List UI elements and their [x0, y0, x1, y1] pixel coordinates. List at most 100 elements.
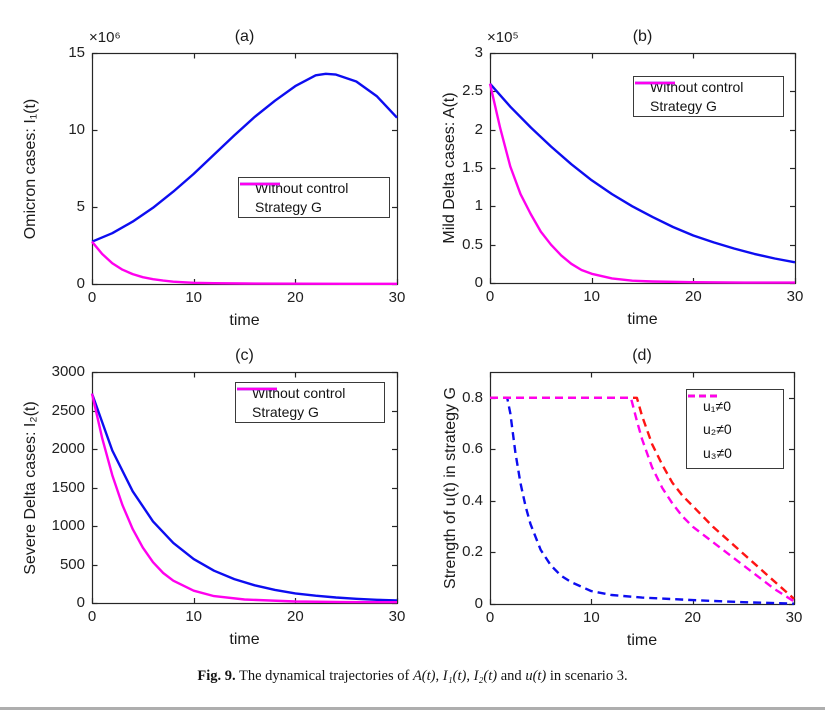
y-tick-label: 1000 [51, 517, 85, 534]
y-tick-label: 2.5 [462, 82, 483, 100]
legend: Without control Strategy G [235, 382, 385, 423]
subplot-title: (b) [632, 28, 653, 45]
caption-segment: u(t) [525, 668, 547, 684]
legend-label: Strategy G [650, 97, 717, 114]
y-tick-label: 0 [474, 274, 483, 291]
axes-frame [489, 371, 796, 606]
y-tick-label: 0.6 [462, 440, 483, 458]
caption-segment: The dynamical trajectories of [235, 668, 413, 684]
y-tick-label: 0.8 [462, 388, 483, 406]
y-tick-label: 2500 [51, 401, 85, 419]
x-tick-label: 30 [786, 288, 804, 305]
y-exponent-label: ×10⁵ [487, 29, 519, 46]
x-tick-label: 0 [87, 608, 97, 625]
caption-segment: , [435, 668, 443, 684]
y-tick-label: 0.5 [462, 235, 483, 253]
series-strategy-g [91, 240, 397, 285]
x-tick-label: 20 [684, 288, 702, 305]
x-tick-label: 30 [388, 289, 406, 306]
plot-area-d [489, 371, 796, 606]
series-without-control [489, 82, 796, 264]
subplot-title: (c) [235, 347, 254, 364]
caption-segment: A(t) [412, 668, 436, 684]
subplot-d: (d) Strength of u(t) in strategy G time … [412, 345, 825, 655]
x-tick-label: 10 [185, 289, 202, 306]
y-axis-label: Omicron cases: I₁(t) [22, 98, 39, 239]
series-u-0 [490, 396, 795, 600]
axes-frame [91, 52, 399, 286]
x-tick-label: 20 [286, 289, 304, 306]
legend-entry: u₃≠0 [687, 394, 783, 461]
legend-label: u₁≠0 [703, 397, 731, 414]
y-tick-label: 3000 [51, 363, 85, 380]
plot-area-a [91, 52, 399, 286]
y-tick-label: 0 [76, 594, 85, 611]
x-tick-label: 30 [388, 608, 406, 625]
legend-line-swatch [635, 81, 675, 85]
legend-label: u₂≠0 [703, 421, 732, 437]
legend-line-swatch [688, 394, 720, 398]
x-tick-label: 10 [583, 288, 600, 305]
y-tick-label: 1.5 [462, 159, 483, 176]
legend: Without control Strategy G [633, 76, 784, 117]
x-tick-label: 0 [87, 289, 97, 306]
y-tick-label: 2 [474, 120, 483, 138]
y-tick-label: 0.4 [462, 491, 483, 509]
x-tick-label: 20 [684, 609, 701, 626]
subplot-b: (b) ×10⁵ Mild Delta cases: A(t) time 0 10… [412, 0, 825, 345]
subplot-a: (a) ×10⁶ Omicron cases: I₁(t) time 0 10 20… [0, 0, 412, 345]
legend-label: u₃≠0 [703, 444, 732, 461]
legend-label: Strategy G [252, 403, 319, 420]
series-strategy-g [488, 83, 795, 284]
caption-segment: , [466, 668, 474, 684]
caption-segment: Fig. 9. [197, 668, 236, 684]
series-u-0 [490, 396, 795, 605]
x-tick-label: 0 [485, 288, 495, 305]
x-axis-label: time [229, 312, 260, 329]
y-tick-label: 5 [76, 198, 85, 215]
subplot-title: (a) [234, 28, 255, 45]
x-tick-label: 30 [785, 609, 803, 626]
y-tick-label: 15 [68, 44, 85, 61]
x-tick-label: 10 [185, 608, 202, 625]
x-axis-label: time [229, 631, 260, 648]
y-tick-label: 0 [76, 275, 85, 292]
y-exponent-label: ×10⁶ [89, 29, 121, 46]
subplot-c: (c) Severe Delta cases: I₂(t) time 0 10 20… [0, 345, 412, 655]
caption-segment: and [497, 668, 526, 684]
x-tick-label: 20 [286, 608, 304, 625]
legend-line-swatch [237, 387, 277, 391]
plot-area-b [488, 52, 797, 285]
y-tick-label: 0.2 [462, 543, 483, 561]
legend-label: Strategy G [255, 198, 322, 215]
series-without-control [91, 72, 398, 243]
y-tick-label: 500 [59, 555, 85, 573]
page-bottom-rule [0, 707, 825, 710]
y-tick-label: 2000 [51, 440, 85, 457]
caption-segment: I₂(t) [473, 668, 498, 684]
legend: Without control Strategy G [238, 177, 390, 218]
series-without-control [90, 393, 398, 602]
x-tick-label: 0 [485, 609, 495, 626]
caption-segment: I₁(t) [442, 668, 467, 684]
legend-entry: Strategy G [634, 81, 783, 114]
series-strategy-g [90, 393, 398, 604]
legend-entry: Strategy G [239, 182, 389, 215]
x-tick-label: 10 [582, 609, 600, 626]
legend-entry: u₂≠0 [687, 394, 783, 437]
y-tick-label: 0 [474, 595, 483, 612]
subplot-title: (d) [632, 347, 652, 364]
x-axis-label: time [626, 632, 658, 649]
legend: u₁≠0 u₂≠0 u₃≠0 [686, 389, 784, 469]
caption-segment: in scenario 3. [546, 668, 628, 684]
y-tick-label: 3 [474, 44, 483, 61]
y-tick-label: 1 [474, 197, 483, 215]
plot-area-c [90, 371, 399, 605]
series-u-0 [490, 396, 795, 603]
x-axis-label: time [627, 311, 658, 328]
figure-caption: Fig. 9. The dynamical trajectories of A(… [0, 668, 825, 685]
legend-line-swatch [240, 182, 280, 186]
legend-entry: Strategy G [236, 387, 384, 420]
y-tick-label: 1500 [51, 478, 85, 496]
